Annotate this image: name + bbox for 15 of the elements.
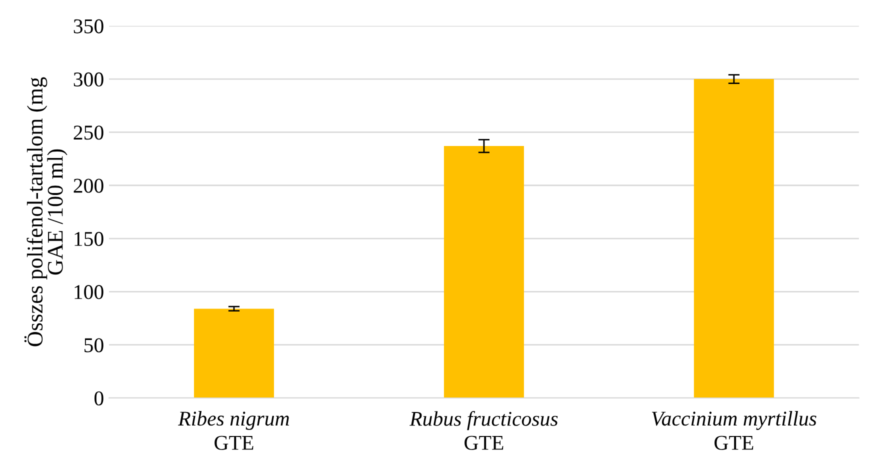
bar	[444, 146, 524, 398]
x-tick-label: Rubus fructicosus GTE	[409, 411, 558, 450]
bar	[694, 79, 774, 398]
y-axis-title: Összes polifenol-tartalom (mg GAE /100 ml)	[24, 77, 68, 346]
x-tick-label: Vaccinium myrtillus GTE	[652, 411, 816, 450]
y-tick-label: 350	[74, 19, 104, 34]
y-tick-label: 0	[94, 391, 104, 406]
y-tick-label: 100	[74, 285, 104, 300]
x-tick-label: Ribes nigrum GTE	[178, 411, 289, 450]
y-tick-label: 50	[84, 338, 104, 352]
y-tick-label: 250	[74, 126, 104, 140]
bar	[194, 308, 274, 398]
y-tick-label: 200	[74, 178, 104, 193]
y-tick-label: 300	[74, 72, 104, 86]
y-tick-label: 150	[74, 232, 104, 246]
